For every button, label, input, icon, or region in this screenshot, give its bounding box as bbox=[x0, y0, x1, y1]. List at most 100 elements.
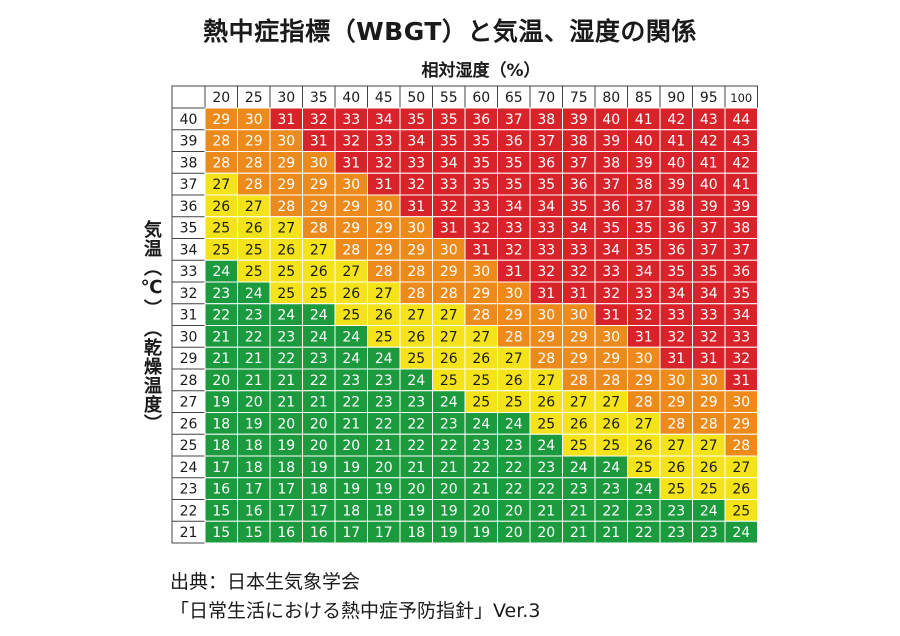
cell-value-label: 25 bbox=[375, 329, 393, 345]
cell-value-label: 35 bbox=[505, 155, 523, 171]
cell-value-label: 41 bbox=[700, 155, 718, 171]
cell-value-label: 16 bbox=[245, 503, 263, 519]
cell-value-label: 16 bbox=[212, 482, 230, 498]
cell-value-label: 18 bbox=[245, 438, 263, 454]
cell-value-label: 26 bbox=[212, 199, 230, 215]
cell-value-label: 18 bbox=[342, 503, 360, 519]
y-tick-label: 32 bbox=[180, 286, 198, 302]
cell-value-label: 31 bbox=[700, 351, 718, 367]
cell-value-label: 25 bbox=[212, 242, 230, 258]
cell-value-label: 16 bbox=[277, 525, 295, 541]
cell-value-label: 25 bbox=[635, 460, 653, 476]
cell-value-label: 37 bbox=[635, 199, 653, 215]
cell-value-label: 34 bbox=[505, 199, 523, 215]
cell-value-label: 26 bbox=[277, 242, 295, 258]
cell-value-label: 20 bbox=[245, 395, 263, 411]
y-tick-label: 27 bbox=[180, 395, 198, 411]
cell-value-label: 34 bbox=[537, 199, 555, 215]
x-tick-label: 30 bbox=[277, 90, 295, 106]
cell-value-label: 27 bbox=[245, 199, 263, 215]
cell-value-label: 26 bbox=[700, 460, 718, 476]
cell-value-label: 24 bbox=[277, 308, 295, 324]
cell-value-label: 24 bbox=[342, 329, 360, 345]
y-tick-label: 34 bbox=[180, 242, 198, 258]
cell-value-label: 21 bbox=[277, 395, 295, 411]
cell-value-label: 30 bbox=[375, 199, 393, 215]
cell-value-label: 32 bbox=[700, 329, 718, 345]
x-tick-label: 55 bbox=[440, 90, 458, 106]
cell-value-label: 30 bbox=[732, 395, 750, 411]
cell-value-label: 25 bbox=[570, 438, 588, 454]
cell-value-label: 39 bbox=[602, 134, 620, 150]
cell-value-label: 30 bbox=[472, 264, 490, 280]
cell-value-label: 23 bbox=[375, 373, 393, 389]
cell-value-label: 40 bbox=[700, 177, 718, 193]
cell-value-label: 35 bbox=[732, 286, 750, 302]
cell-value-label: 29 bbox=[277, 177, 295, 193]
x-tick-label: 25 bbox=[245, 90, 263, 106]
cell-value-label: 37 bbox=[700, 242, 718, 258]
cell-value-label: 31 bbox=[732, 373, 750, 389]
cell-value-label: 36 bbox=[505, 134, 523, 150]
x-tick-label: 65 bbox=[505, 90, 523, 106]
cell-value-label: 28 bbox=[245, 155, 263, 171]
cell-value-label: 25 bbox=[472, 395, 490, 411]
cell-value-label: 21 bbox=[440, 460, 458, 476]
cell-value-label: 38 bbox=[570, 134, 588, 150]
cell-value-label: 31 bbox=[277, 112, 295, 128]
cell-value-label: 26 bbox=[505, 373, 523, 389]
x-tick-label: 50 bbox=[407, 90, 425, 106]
cell-value-label: 35 bbox=[635, 221, 653, 237]
cell-value-label: 28 bbox=[505, 329, 523, 345]
cell-value-label: 18 bbox=[245, 460, 263, 476]
y-tick-label: 39 bbox=[180, 134, 198, 150]
cell-value-label: 35 bbox=[505, 177, 523, 193]
x-axis-label: 相対湿度（%） bbox=[421, 61, 541, 81]
cell-value-label: 34 bbox=[667, 286, 685, 302]
cell-value-label: 27 bbox=[667, 438, 685, 454]
cell-value-label: 33 bbox=[537, 242, 555, 258]
cell-value-label: 29 bbox=[602, 351, 620, 367]
y-tick-label: 22 bbox=[180, 503, 198, 519]
cell-value-label: 37 bbox=[505, 112, 523, 128]
cell-value-label: 29 bbox=[245, 134, 263, 150]
cell-value-label: 20 bbox=[407, 482, 425, 498]
cell-value-label: 27 bbox=[570, 395, 588, 411]
cell-value-label: 31 bbox=[407, 199, 425, 215]
cell-value-label: 36 bbox=[667, 242, 685, 258]
cell-value-label: 41 bbox=[732, 177, 750, 193]
cell-value-label: 40 bbox=[602, 112, 620, 128]
cell-value-label: 35 bbox=[667, 264, 685, 280]
cell-value-label: 21 bbox=[245, 351, 263, 367]
x-tick-label: 85 bbox=[635, 90, 653, 106]
y-tick-label: 30 bbox=[180, 329, 198, 345]
cell-value-label: 19 bbox=[440, 503, 458, 519]
cell-value-label: 24 bbox=[407, 373, 425, 389]
y-tick-label: 28 bbox=[180, 373, 198, 389]
cell-value-label: 20 bbox=[342, 438, 360, 454]
cell-value-label: 25 bbox=[440, 373, 458, 389]
cell-value-label: 27 bbox=[635, 416, 653, 432]
cell-value-label: 35 bbox=[407, 112, 425, 128]
cell-value-label: 28 bbox=[440, 286, 458, 302]
chart-title: 熱中症指標（WBGT）と気温、湿度の関係 bbox=[203, 17, 697, 46]
cell-value-label: 32 bbox=[310, 112, 328, 128]
cell-value-label: 17 bbox=[245, 482, 263, 498]
cell-value-label: 27 bbox=[602, 395, 620, 411]
cell-value-label: 19 bbox=[407, 503, 425, 519]
cell-value-label: 22 bbox=[505, 460, 523, 476]
cell-value-label: 20 bbox=[212, 373, 230, 389]
cell-value-label: 21 bbox=[537, 503, 555, 519]
y-tick-label: 38 bbox=[180, 155, 198, 171]
cell-value-label: 33 bbox=[635, 286, 653, 302]
cell-value-label: 16 bbox=[310, 525, 328, 541]
y-tick-label: 23 bbox=[180, 482, 198, 498]
cell-value-label: 35 bbox=[472, 134, 490, 150]
cell-value-label: 32 bbox=[375, 155, 393, 171]
cell-value-label: 30 bbox=[440, 242, 458, 258]
cell-value-label: 37 bbox=[537, 134, 555, 150]
cell-value-label: 38 bbox=[667, 199, 685, 215]
cell-value-label: 31 bbox=[440, 221, 458, 237]
cell-value-label: 35 bbox=[700, 264, 718, 280]
cell-value-label: 39 bbox=[700, 199, 718, 215]
